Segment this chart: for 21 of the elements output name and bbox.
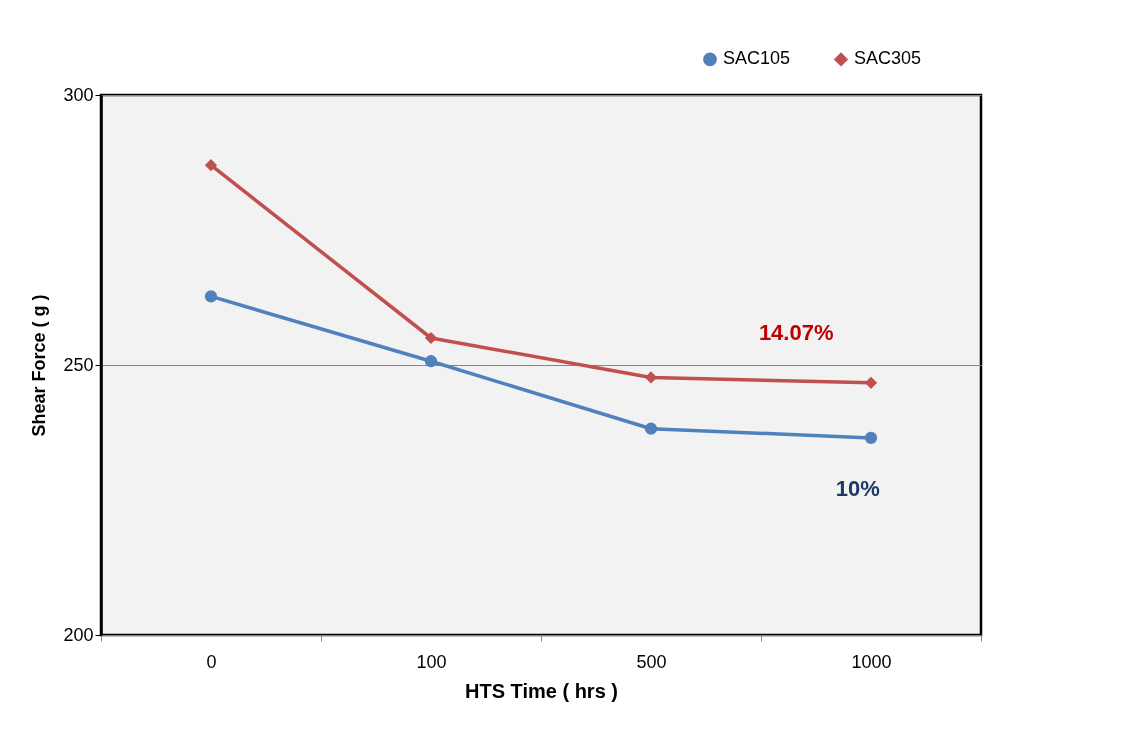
x-tick-label: 0: [206, 651, 217, 672]
y-axis-title: Shear Force ( g ): [29, 294, 50, 437]
x-tick-label: 500: [636, 651, 667, 672]
legend-label: SAC105: [723, 48, 791, 69]
x-tick-label: 1000: [851, 651, 892, 672]
point: [644, 371, 658, 384]
point: [424, 355, 438, 368]
y-tick-label: 300: [63, 84, 94, 105]
point: [864, 431, 878, 445]
point: [644, 422, 658, 435]
y-tick-label: 250: [63, 354, 94, 375]
point: [204, 290, 218, 303]
annotation: 10%: [835, 476, 880, 502]
point: [864, 376, 878, 389]
annotation: 14.07%: [758, 319, 834, 345]
legend-label: SAC305: [854, 48, 922, 69]
point: [204, 159, 218, 172]
x-axis-title: HTS Time ( hrs ): [465, 679, 618, 702]
y-tick-label: 200: [63, 624, 94, 645]
point: [424, 331, 438, 345]
x-tick-label: 100: [416, 651, 447, 672]
